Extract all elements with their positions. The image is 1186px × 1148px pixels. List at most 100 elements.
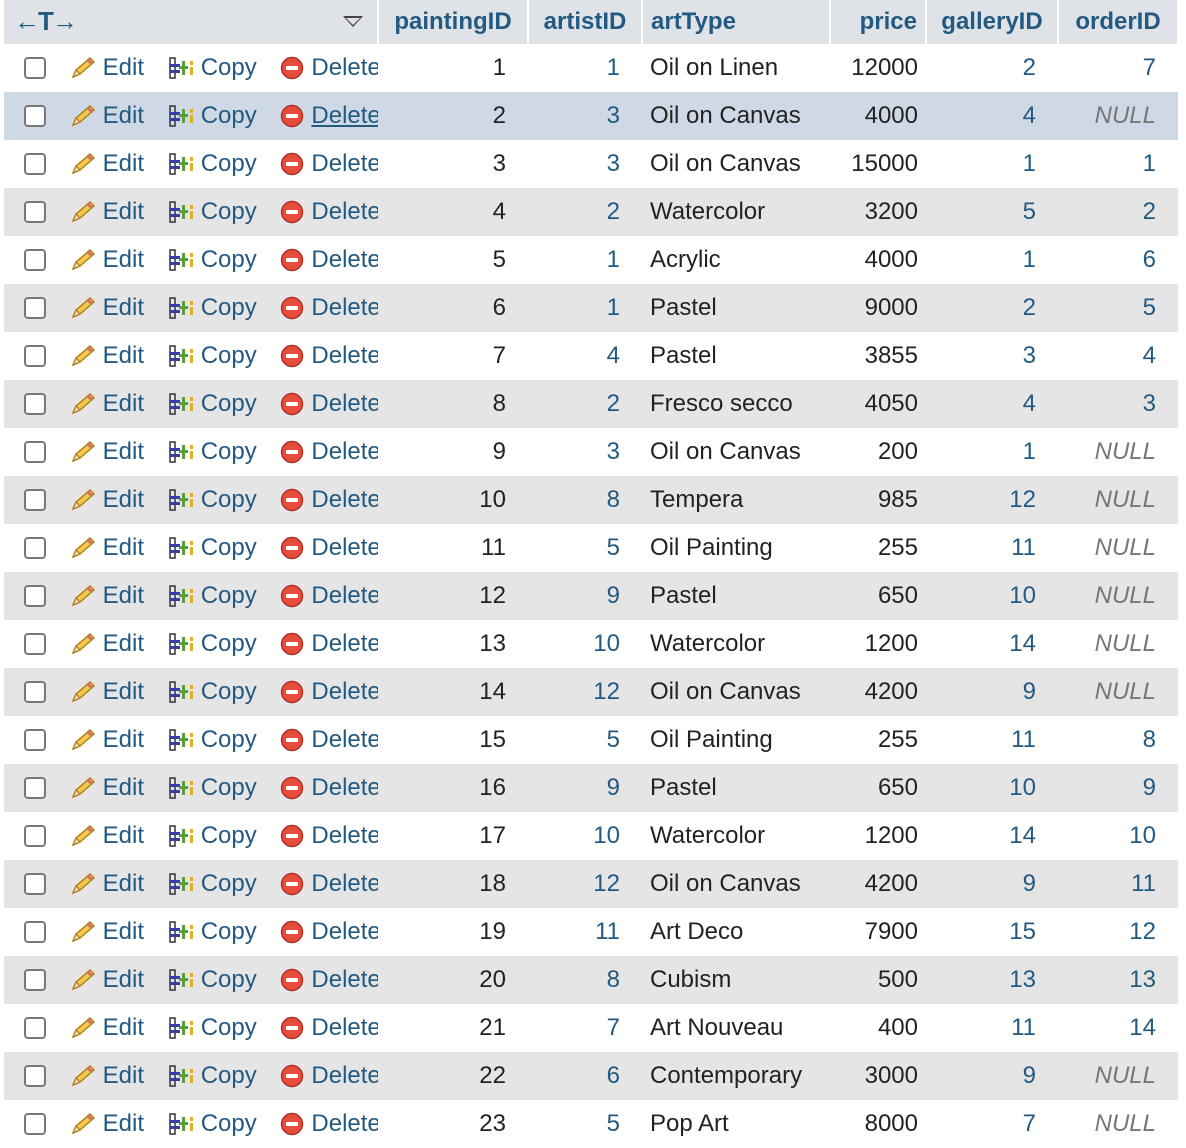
cell-arttype[interactable]: Art Deco — [650, 918, 744, 945]
cell-galleryid[interactable]: 1 — [1022, 438, 1036, 465]
copy-button[interactable]: Copy — [167, 726, 257, 754]
copy-button[interactable]: Copy — [167, 1014, 257, 1042]
cell-artistid[interactable]: 6 — [606, 1062, 620, 1089]
cell-orderid[interactable]: 13 — [1129, 966, 1156, 993]
cell-orderid[interactable]: 6 — [1142, 246, 1156, 273]
cell-price[interactable]: 200 — [877, 438, 918, 465]
cell-orderid[interactable]: NULL — [1094, 1062, 1156, 1089]
row-checkbox[interactable] — [24, 345, 46, 368]
cell-arttype[interactable]: Pastel — [650, 294, 717, 321]
cell-paintingid[interactable]: 1 — [492, 54, 506, 81]
cell-artistid[interactable]: 8 — [606, 966, 620, 993]
cell-paintingid[interactable]: 17 — [479, 822, 506, 849]
cell-paintingid[interactable]: 13 — [479, 630, 506, 657]
cell-galleryid[interactable]: 10 — [1009, 582, 1036, 609]
cell-artistid[interactable]: 5 — [606, 534, 620, 561]
cell-price[interactable]: 650 — [877, 774, 918, 801]
edit-button[interactable]: Edit — [69, 1062, 144, 1090]
cell-orderid[interactable]: NULL — [1094, 630, 1156, 657]
cell-paintingid[interactable]: 15 — [479, 726, 506, 753]
cell-arttype[interactable]: Oil on Canvas — [650, 870, 801, 897]
cell-paintingid[interactable]: 19 — [479, 918, 506, 945]
edit-button[interactable]: Edit — [69, 966, 144, 994]
cell-paintingid[interactable]: 2 — [492, 102, 506, 129]
edit-button[interactable]: Edit — [69, 294, 144, 322]
cell-arttype[interactable]: Pastel — [650, 342, 717, 369]
cell-arttype[interactable]: Pop Art — [650, 1110, 729, 1137]
cell-paintingid[interactable]: 14 — [479, 678, 506, 705]
copy-button[interactable]: Copy — [167, 342, 257, 370]
cell-artistid[interactable]: 3 — [606, 150, 620, 177]
row-checkbox[interactable] — [24, 201, 46, 224]
cell-paintingid[interactable]: 12 — [479, 582, 506, 609]
cell-arttype[interactable]: Pastel — [650, 774, 717, 801]
cell-artistid[interactable]: 1 — [606, 294, 620, 321]
cell-price[interactable]: 255 — [877, 726, 918, 753]
copy-button[interactable]: Copy — [167, 390, 257, 418]
edit-button[interactable]: Edit — [69, 102, 144, 130]
cell-orderid[interactable]: 7 — [1142, 54, 1156, 81]
copy-button[interactable]: Copy — [167, 150, 257, 178]
cell-orderid[interactable]: NULL — [1094, 534, 1156, 561]
column-header-paintingid[interactable]: paintingID — [378, 0, 529, 44]
cell-price[interactable]: 985 — [877, 486, 918, 513]
delete-button[interactable]: Delete — [279, 1062, 378, 1090]
column-header-galleryid[interactable]: galleryID — [926, 0, 1059, 44]
delete-button[interactable]: Delete — [279, 582, 378, 610]
delete-button[interactable]: Delete — [279, 102, 378, 130]
cell-artistid[interactable]: 9 — [606, 582, 620, 609]
copy-button[interactable]: Copy — [167, 1062, 257, 1090]
cell-price[interactable]: 1200 — [864, 630, 918, 657]
delete-button[interactable]: Delete — [279, 1110, 378, 1138]
cell-paintingid[interactable]: 7 — [492, 342, 506, 369]
delete-button[interactable]: Delete — [279, 54, 378, 82]
row-checkbox[interactable] — [24, 681, 46, 704]
cell-orderid[interactable]: 5 — [1142, 294, 1156, 321]
column-header-price[interactable]: price — [830, 0, 927, 44]
cell-arttype[interactable]: Contemporary — [650, 1062, 803, 1089]
edit-button[interactable]: Edit — [69, 774, 144, 802]
delete-button[interactable]: Delete — [279, 294, 378, 322]
cell-orderid[interactable]: 9 — [1142, 774, 1156, 801]
cell-price[interactable]: 4200 — [864, 678, 918, 705]
cell-artistid[interactable]: 8 — [606, 486, 620, 513]
delete-button[interactable]: Delete — [279, 678, 378, 706]
cell-arttype[interactable]: Watercolor — [650, 630, 766, 657]
cell-price[interactable]: 255 — [877, 534, 918, 561]
cell-price[interactable]: 4000 — [864, 102, 918, 129]
cell-arttype[interactable]: Oil Painting — [650, 726, 773, 753]
cell-orderid[interactable]: 8 — [1142, 726, 1156, 753]
cell-galleryid[interactable]: 3 — [1022, 342, 1036, 369]
cell-price[interactable]: 4200 — [864, 870, 918, 897]
cell-galleryid[interactable]: 11 — [1011, 726, 1036, 753]
cell-galleryid[interactable]: 15 — [1009, 918, 1036, 945]
cell-paintingid[interactable]: 11 — [481, 534, 506, 561]
copy-button[interactable]: Copy — [167, 246, 257, 274]
edit-button[interactable]: Edit — [69, 870, 144, 898]
cell-paintingid[interactable]: 21 — [479, 1014, 506, 1041]
row-checkbox[interactable] — [24, 441, 46, 464]
cell-galleryid[interactable]: 9 — [1022, 870, 1036, 897]
delete-button[interactable]: Delete — [279, 342, 378, 370]
cell-artistid[interactable]: 10 — [593, 822, 620, 849]
edit-button[interactable]: Edit — [69, 198, 144, 226]
edit-button[interactable]: Edit — [69, 918, 144, 946]
cell-orderid[interactable]: NULL — [1094, 486, 1156, 513]
row-checkbox[interactable] — [24, 969, 46, 992]
cell-price[interactable]: 12000 — [851, 54, 918, 81]
delete-button[interactable]: Delete — [279, 630, 378, 658]
cell-artistid[interactable]: 2 — [606, 198, 620, 225]
delete-button[interactable]: Delete — [279, 390, 378, 418]
cell-artistid[interactable]: 5 — [606, 726, 620, 753]
cell-artistid[interactable]: 10 — [593, 630, 620, 657]
cell-artistid[interactable]: 4 — [606, 342, 620, 369]
cell-galleryid[interactable]: 4 — [1022, 390, 1036, 417]
row-checkbox[interactable] — [24, 1113, 46, 1136]
cell-paintingid[interactable]: 5 — [492, 246, 506, 273]
delete-button[interactable]: Delete — [279, 726, 378, 754]
cell-galleryid[interactable]: 14 — [1009, 822, 1036, 849]
delete-button[interactable]: Delete — [279, 966, 378, 994]
delete-button[interactable]: Delete — [279, 150, 378, 178]
cell-arttype[interactable]: Oil on Canvas — [650, 150, 801, 177]
copy-button[interactable]: Copy — [167, 486, 257, 514]
